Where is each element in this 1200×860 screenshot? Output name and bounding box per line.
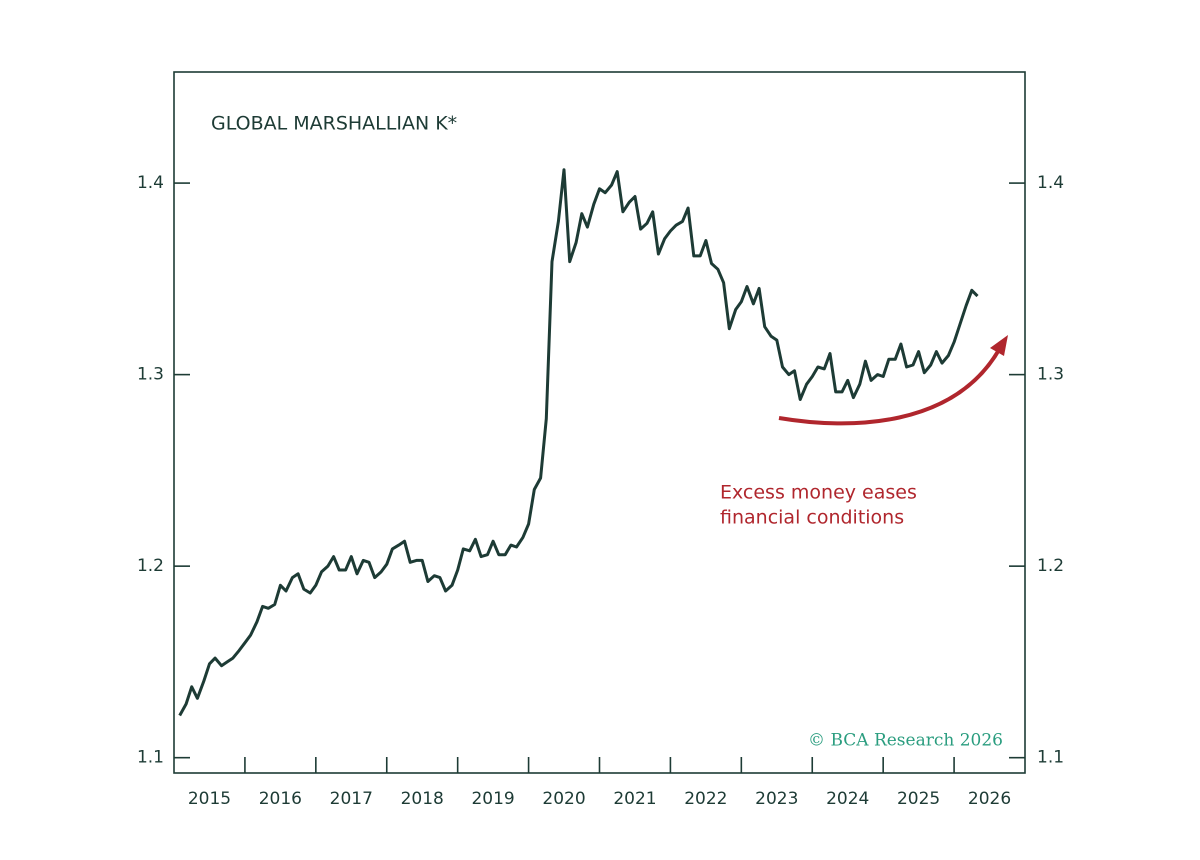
arrow-head <box>990 335 1008 356</box>
y2-tick-label: 1.3 <box>1037 365 1064 385</box>
y-tick-label: 1.2 <box>137 556 164 576</box>
x-tick-label: 2018 <box>401 789 444 809</box>
x-tick-label: 2021 <box>613 789 656 809</box>
annotation: financial conditions <box>720 507 904 529</box>
annotation: Excess money eases <box>720 482 917 504</box>
data-line <box>178 168 979 717</box>
x-tick-label: 2023 <box>755 789 798 809</box>
y2-tick-label: 1.2 <box>1037 556 1064 576</box>
x-tick-label: 2022 <box>684 789 727 809</box>
plot-frame <box>173 71 1026 774</box>
x-tick-label: 2015 <box>188 789 231 809</box>
trend-arrow <box>778 347 1002 426</box>
y2-tick-label: 1.4 <box>1037 173 1064 193</box>
y2-tick-label: 1.1 <box>1037 748 1064 768</box>
source: © BCA Research 2026 <box>808 731 1003 751</box>
x-tick-label: 2019 <box>471 789 514 809</box>
x-tick-label: 2016 <box>259 789 302 809</box>
x-tick-label: 2020 <box>542 789 585 809</box>
x-tick-label: 2017 <box>330 789 373 809</box>
chart-title: GLOBAL MARSHALLIAN K* <box>211 113 457 135</box>
y-tick-label: 1.1 <box>137 748 164 768</box>
y-tick-label: 1.4 <box>137 173 164 193</box>
x-tick-label: 2026 <box>968 789 1011 809</box>
x-tick-label: 2025 <box>897 789 940 809</box>
x-tick-label: 2024 <box>826 789 869 809</box>
y-tick-label: 1.3 <box>137 365 164 385</box>
